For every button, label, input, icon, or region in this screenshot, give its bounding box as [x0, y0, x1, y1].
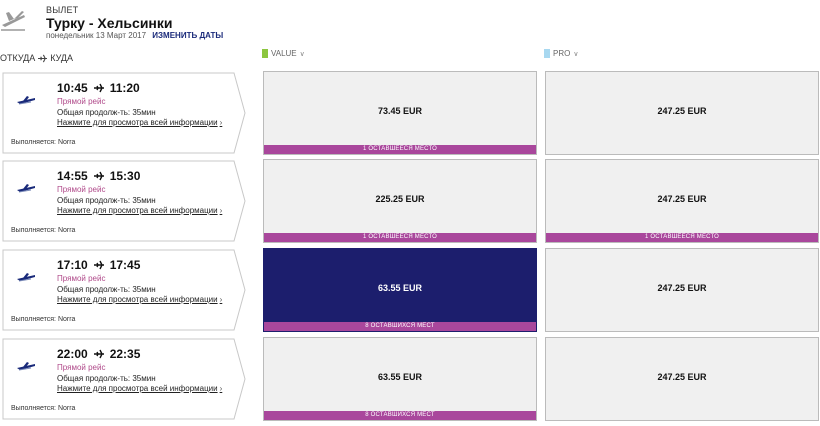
value-fare-option[interactable]: 225.25 EUR 1 ОСТАВШЕЕСЯ МЕСТО	[263, 159, 537, 243]
departure-label: ВЫЛЕТ	[46, 5, 79, 15]
departure-date-text: понедельник 13 Март 2017	[46, 31, 147, 40]
chevron-right-icon: ›	[219, 118, 223, 127]
plane-icon	[93, 83, 104, 93]
arrive-time: 11:20	[109, 81, 140, 95]
airline-logo-icon	[17, 184, 35, 193]
flight-duration: Общая продолж-ть: 35мин	[57, 196, 156, 205]
value-seats-left-badge: 8 ОСТАВШИХСЯ МЕСТ	[264, 411, 536, 420]
value-fare-price: 63.55 EUR	[377, 283, 423, 293]
chevron-down-icon: ∨	[573, 50, 579, 58]
flight-duration: Общая продолж-ть: 35мин	[57, 108, 156, 117]
plane-icon	[93, 260, 104, 270]
chevron-right-icon: ›	[219, 384, 223, 393]
flight-times: 10:45 11:20	[57, 81, 140, 95]
value-fare-option[interactable]: 63.55 EUR 8 ОСТАВШИХСЯ МЕСТ	[263, 337, 537, 421]
plane-icon	[93, 171, 104, 181]
value-seats-left-badge: 1 ОСТАВШЕЕСЯ МЕСТО	[264, 233, 536, 242]
flight-card[interactable]: 10:45 11:20 Прямой рейс Общая продолж-ть…	[2, 72, 246, 154]
value-seats-left-badge: 1 ОСТАВШЕЕСЯ МЕСТО	[264, 145, 536, 154]
value-fare-price: 63.55 EUR	[377, 372, 423, 382]
flight-card-outline	[2, 249, 246, 331]
pro-class-label: PRO	[553, 49, 571, 58]
value-fare-price: 73.45 EUR	[377, 106, 423, 116]
operated-by: Выполняется: Norra	[11, 227, 76, 234]
pro-fare-price: 247.25 EUR	[657, 283, 707, 293]
direct-flight-label: Прямой рейс	[57, 97, 106, 106]
chevron-right-icon: ›	[219, 206, 223, 215]
flight-card[interactable]: 17:10 17:45 Прямой рейс Общая продолж-ть…	[2, 249, 246, 331]
pro-flag-icon	[544, 49, 550, 58]
flight-card-outline	[2, 160, 246, 242]
operated-by: Выполняется: Norra	[11, 139, 76, 146]
airline-logo-icon	[17, 96, 35, 105]
flight-details-link[interactable]: Нажмите для просмотра всей информации ›	[57, 118, 222, 127]
pro-fare-option[interactable]: 247.25 EUR 1 ОСТАВШЕЕСЯ МЕСТО	[545, 159, 819, 243]
flight-details-text: Нажмите для просмотра всей информации	[57, 118, 218, 127]
value-fare-price: 225.25 EUR	[375, 194, 425, 204]
value-fare-option[interactable]: 73.45 EUR 1 ОСТАВШЕЕСЯ МЕСТО	[263, 71, 537, 155]
flight-details-link[interactable]: Нажмите для просмотра всей информации ›	[57, 384, 222, 393]
from-label: ОТКУДА	[0, 53, 36, 63]
direct-flight-label: Прямой рейс	[57, 274, 106, 283]
airline-logo-icon	[17, 273, 35, 282]
arrive-time: 22:35	[109, 347, 141, 361]
pro-class-header[interactable]: PRO ∨	[544, 49, 578, 58]
flight-times: 17:10 17:45	[57, 258, 140, 272]
value-seats-left-badge: 8 ОСТАВШИХСЯ МЕСТ	[264, 322, 536, 331]
plane-icon	[93, 349, 104, 359]
depart-time: 10:45	[57, 81, 88, 95]
depart-time: 17:10	[57, 258, 88, 272]
route-title: Турку - Хельсинки	[46, 15, 173, 31]
flight-details-text: Нажмите для просмотра всей информации	[57, 206, 218, 215]
flight-card[interactable]: 22:00 22:35 Прямой рейс Общая продолж-ть…	[2, 338, 246, 420]
value-flag-icon	[262, 49, 268, 58]
flight-card[interactable]: 14:55 15:30 Прямой рейс Общая продолж-ть…	[2, 160, 246, 242]
value-class-header[interactable]: VALUE ∨	[262, 49, 305, 58]
direct-flight-label: Прямой рейс	[57, 185, 106, 194]
operated-by: Выполняется: Norra	[11, 316, 76, 323]
flight-details-text: Нажмите для просмотра всей информации	[57, 384, 218, 393]
operated-by: Выполняется: Norra	[11, 405, 76, 412]
from-to-sort[interactable]: ОТКУДА КУДА	[0, 53, 73, 63]
to-label: КУДА	[50, 53, 74, 63]
plane-icon	[38, 54, 48, 62]
flight-times: 14:55 15:30	[57, 169, 140, 183]
arrive-time: 15:30	[109, 169, 141, 183]
chevron-right-icon: ›	[219, 295, 223, 304]
departure-plane-icon	[1, 11, 25, 31]
pro-fare-option[interactable]: 247.25 EUR	[545, 248, 819, 332]
pro-fare-option[interactable]: 247.25 EUR	[545, 71, 819, 155]
pro-fare-price: 247.25 EUR	[657, 372, 707, 382]
arrive-time: 17:45	[109, 258, 141, 272]
flight-details-link[interactable]: Нажмите для просмотра всей информации ›	[57, 206, 222, 215]
depart-time: 14:55	[57, 169, 88, 183]
value-fare-option[interactable]: 63.55 EUR 8 ОСТАВШИХСЯ МЕСТ	[263, 248, 537, 332]
flight-details-link[interactable]: Нажмите для просмотра всей информации ›	[57, 295, 222, 304]
departure-date: понедельник 13 Март 2017 ИЗМЕНИТЬ ДАТЫ	[46, 31, 223, 40]
chevron-down-icon: ∨	[299, 50, 305, 58]
pro-seats-left-badge: 1 ОСТАВШЕЕСЯ МЕСТО	[546, 233, 818, 242]
flight-duration: Общая продолж-ть: 35мин	[57, 374, 156, 383]
pro-fare-option[interactable]: 247.25 EUR	[545, 337, 819, 421]
flight-times: 22:00 22:35	[57, 347, 140, 361]
flight-card-outline	[2, 338, 246, 420]
direct-flight-label: Прямой рейс	[57, 363, 106, 372]
departure-header: ВЫЛЕТ Турку - Хельсинки понедельник 13 М…	[0, 0, 820, 46]
pro-fare-price: 247.25 EUR	[657, 106, 707, 116]
change-dates-link[interactable]: ИЗМЕНИТЬ ДАТЫ	[152, 31, 224, 40]
pro-fare-price: 247.25 EUR	[657, 194, 707, 204]
flight-details-text: Нажмите для просмотра всей информации	[57, 295, 218, 304]
flight-card-outline	[2, 72, 246, 154]
airline-logo-icon	[17, 362, 35, 371]
flight-duration: Общая продолж-ть: 35мин	[57, 285, 156, 294]
depart-time: 22:00	[57, 347, 88, 361]
value-class-label: VALUE	[271, 49, 297, 58]
